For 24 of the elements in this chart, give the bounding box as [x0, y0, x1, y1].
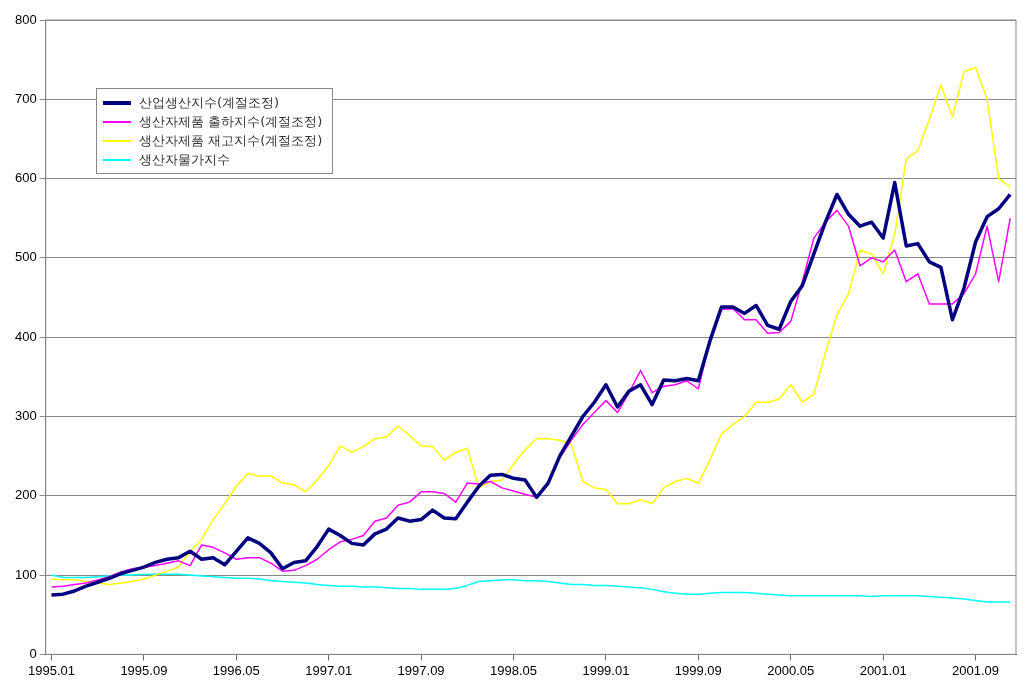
x-tick-label: 2001.01 [859, 662, 907, 678]
x-tick-label: 1996.05 [212, 662, 260, 678]
y-tick-label: 300 [14, 408, 37, 424]
y-tick-label: 200 [14, 487, 37, 503]
x-tick-label: 1998.05 [490, 662, 538, 678]
y-tick-label: 400 [14, 328, 37, 344]
y-tick-label: 500 [14, 249, 37, 265]
legend-label: 생산자제품 재고지수(계절조정) [139, 132, 323, 150]
y-tick-label: 600 [14, 170, 37, 186]
x-tick-label: 1995.01 [27, 662, 75, 678]
x-tick-label: 1995.09 [120, 662, 168, 678]
x-tick-label: 1999.01 [582, 662, 630, 678]
x-tick-label: 1997.01 [305, 662, 353, 678]
y-tick-label: 100 [14, 566, 37, 582]
x-tick-label: 2001.09 [952, 662, 1000, 678]
x-tick-label: 1999.09 [674, 662, 722, 678]
y-tick-label: 700 [14, 90, 37, 106]
x-tick-label: 2000.05 [767, 662, 815, 678]
legend-label: 생산자물가지수 [139, 151, 230, 169]
legend-label: 산업생산지수(계절조정) [139, 94, 280, 112]
y-tick-label: 800 [14, 11, 37, 27]
legend-label: 생산자제품 출하지수(계절조정) [139, 113, 323, 131]
x-tick-label: 1997.09 [397, 662, 445, 678]
y-tick-label: 0 [29, 645, 37, 661]
